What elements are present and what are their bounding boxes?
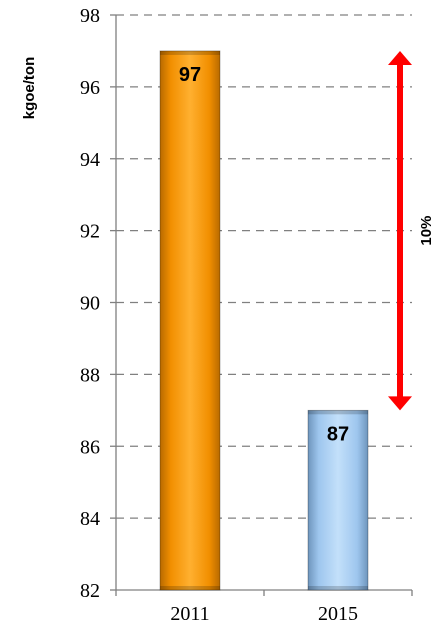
- bar-2015: [307, 409, 369, 591]
- data-label: 97: [179, 64, 201, 86]
- y-tick-label: 86: [80, 436, 100, 458]
- bar-top-bevel: [308, 410, 368, 415]
- y-tick-label: 98: [80, 5, 100, 27]
- y-tick-label: 96: [80, 77, 100, 99]
- bar-top-bevel: [160, 50, 220, 55]
- bars: [159, 50, 369, 591]
- data-label: 87: [327, 423, 349, 445]
- x-tick-label: 2015: [318, 603, 358, 625]
- y-tick-label: 88: [80, 364, 100, 386]
- x-tick-label: 2011: [170, 603, 209, 625]
- annotation-label: 10%: [418, 216, 435, 246]
- y-tick-label: 82: [80, 580, 100, 602]
- y-tick-label: 94: [80, 149, 100, 171]
- annotation-arrow-head-bottom: [388, 396, 412, 411]
- y-tick-label: 92: [80, 221, 100, 243]
- data-labels: 97 87: [179, 64, 349, 445]
- bar-bottom-bevel: [160, 586, 220, 590]
- y-tick-label: 90: [80, 293, 100, 315]
- bar-bottom-bevel: [308, 586, 368, 590]
- y-tick-label: 84: [80, 508, 100, 530]
- bar-2011: [159, 50, 221, 591]
- annotation: 10%: [388, 50, 435, 411]
- y-axis-label: kgoe/ton: [21, 57, 38, 120]
- annotation-arrow-head-top: [388, 50, 412, 65]
